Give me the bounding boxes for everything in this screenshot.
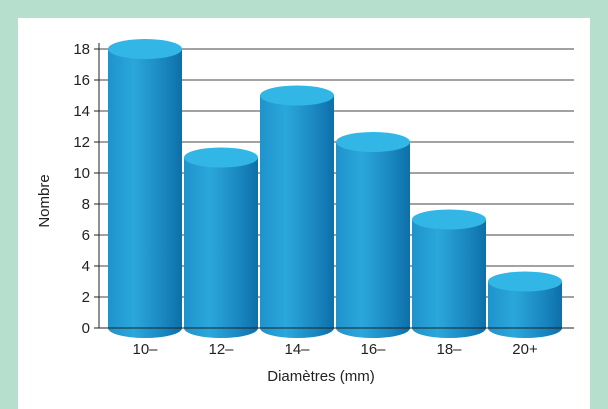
y-tick-label: 10: [73, 165, 90, 182]
x-tick-labels: 10– 12– 14– 16– 18– 20+: [132, 341, 537, 358]
bar-body: [260, 95, 334, 338]
bar: [260, 85, 334, 338]
x-tick-label: 10–: [132, 341, 158, 358]
bar-body: [488, 281, 562, 338]
bar-top: [184, 147, 258, 168]
bars-group: [108, 39, 562, 338]
y-tick-label: 18: [73, 41, 90, 58]
bar-body: [336, 142, 410, 338]
bar-top: [260, 85, 334, 106]
y-tick-label: 4: [82, 258, 90, 275]
bar-top: [412, 209, 486, 230]
bar-body: [412, 219, 486, 338]
x-tick-label: 12–: [208, 341, 234, 358]
x-tick-label: 16–: [360, 341, 386, 358]
bar: [412, 209, 486, 338]
x-axis-title: Diamètres (mm): [267, 368, 375, 385]
y-tick-labels: 0 2 4 6 8 10 12 14 16 18: [73, 41, 90, 337]
x-tick-label: 14–: [284, 341, 310, 358]
y-tick-label: 8: [82, 196, 90, 213]
x-tick-label: 18–: [436, 341, 462, 358]
bar: [336, 132, 410, 338]
y-tick-label: 0: [82, 320, 90, 337]
axes: [94, 43, 574, 329]
bar: [108, 39, 182, 338]
x-tick-label: 20+: [512, 341, 538, 358]
y-tick-label: 6: [82, 227, 90, 244]
bar: [488, 271, 562, 338]
bar-body: [108, 49, 182, 338]
bar-top: [336, 132, 410, 152]
y-tick-label: 14: [73, 103, 90, 120]
bar-chart: 0 2 4 6 8 10 12 14 16 18 10– 12– 14– 16– 18– 20+ Diamè…: [36, 39, 574, 385]
y-tick-label: 16: [73, 72, 90, 89]
bar: [184, 147, 258, 338]
y-tick-label: 2: [82, 289, 90, 306]
bar-top: [488, 271, 562, 292]
bar-body: [184, 157, 258, 338]
y-tick-label: 12: [73, 134, 90, 151]
bar-top: [108, 39, 182, 59]
y-axis-title: Nombre: [36, 174, 53, 227]
chart-panel: 0 2 4 6 8 10 12 14 16 18 10– 12– 14– 16– 18– 20+ Diamè…: [18, 18, 590, 409]
